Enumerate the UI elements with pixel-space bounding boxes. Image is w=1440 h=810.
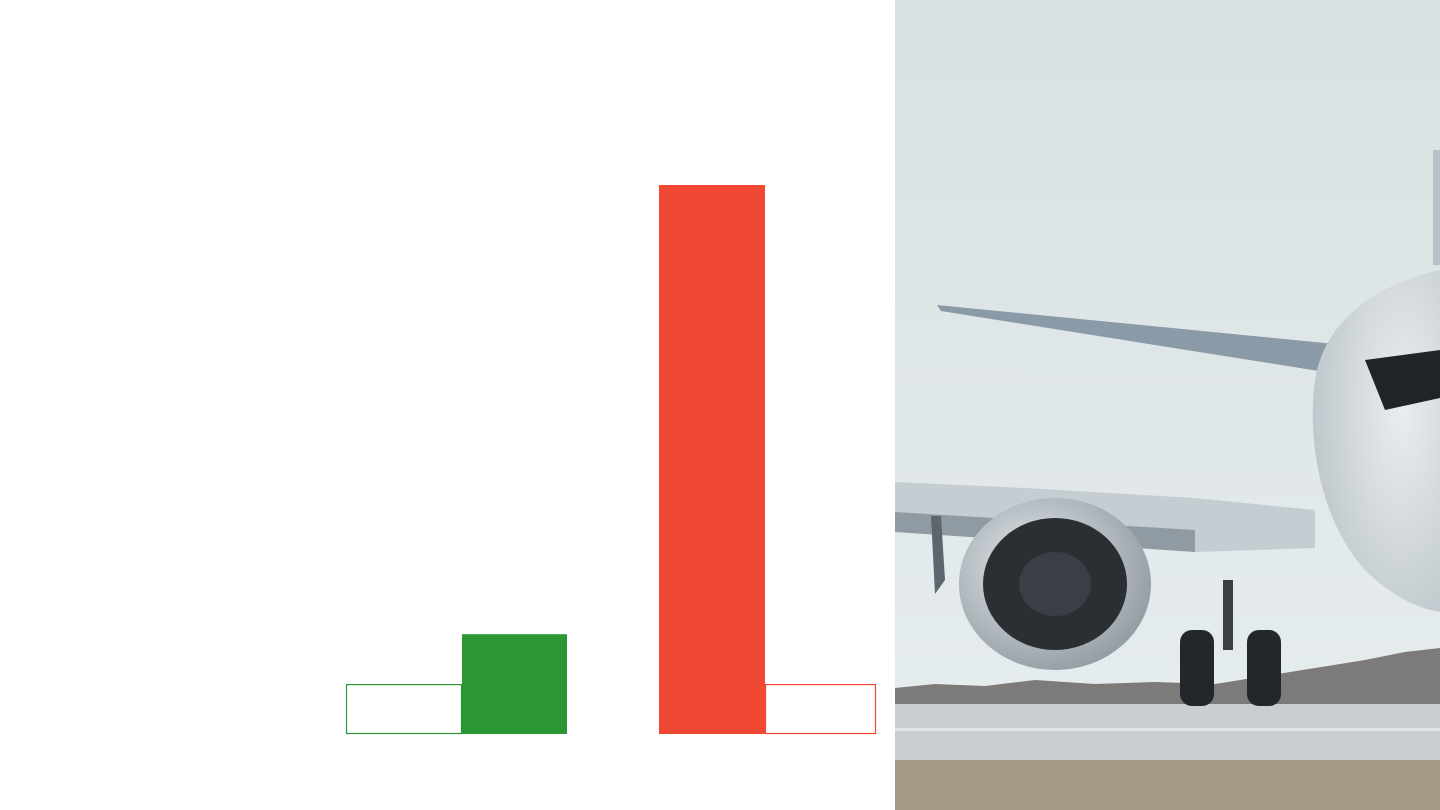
gear-wheel-right [1247, 630, 1281, 706]
tail-fin [1433, 150, 1440, 265]
far-wing [937, 305, 1335, 372]
runway [895, 704, 1440, 762]
bar-solid-1 [462, 634, 567, 734]
bar-outline-1 [345, 683, 463, 735]
bar-outline-2 [764, 683, 877, 735]
gear-strut [1223, 580, 1233, 650]
bar-solid-2 [659, 185, 765, 734]
bar-chart [345, 185, 877, 735]
grass [895, 760, 1440, 810]
airplane-illustration [895, 0, 1440, 810]
runway-marking [895, 728, 1440, 731]
flap-fairing [931, 516, 945, 594]
gear-wheel-left [1180, 630, 1214, 706]
cockpit-windows [1365, 350, 1440, 410]
treeline [895, 648, 1440, 706]
engine-fan-hub [1019, 552, 1091, 616]
airplane-photo [895, 0, 1440, 810]
bars-group [345, 185, 877, 735]
